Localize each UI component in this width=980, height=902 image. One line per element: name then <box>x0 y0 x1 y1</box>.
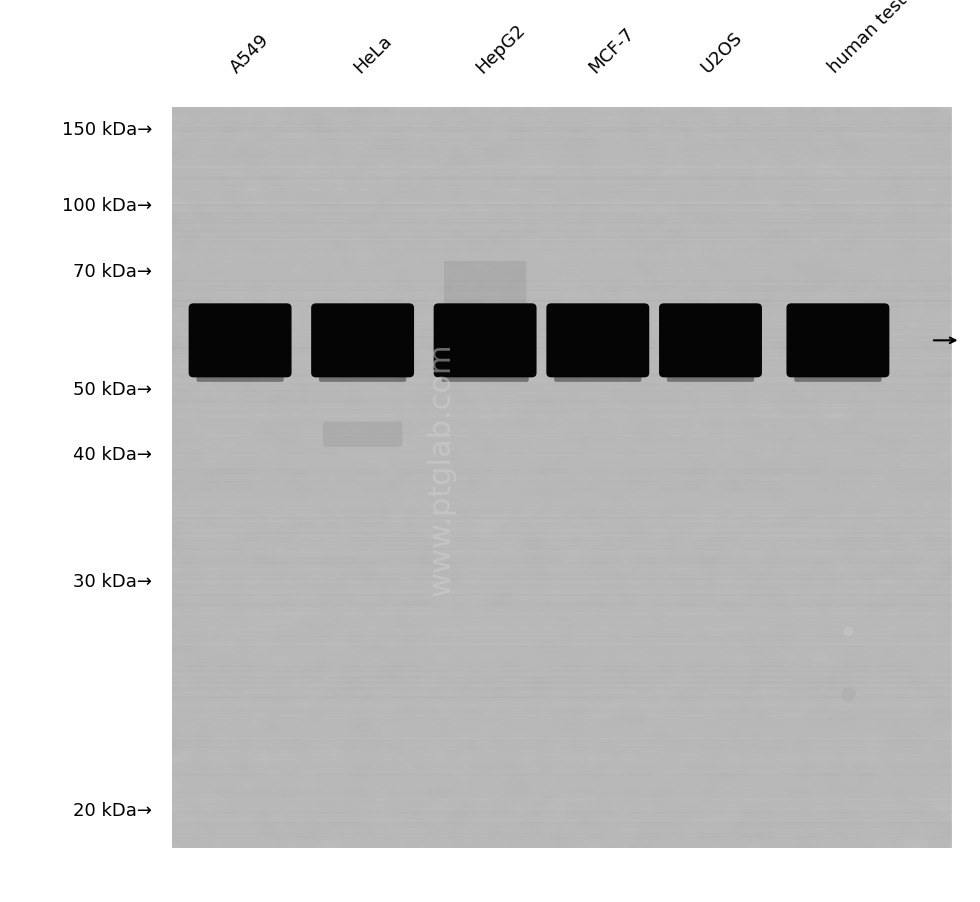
Text: MCF-7: MCF-7 <box>585 24 638 77</box>
Text: 50 kDa→: 50 kDa→ <box>73 381 152 399</box>
Text: U2OS: U2OS <box>698 29 746 77</box>
Text: www.ptglab.com: www.ptglab.com <box>426 343 456 595</box>
FancyBboxPatch shape <box>555 372 641 382</box>
FancyBboxPatch shape <box>786 304 889 378</box>
FancyBboxPatch shape <box>441 372 529 382</box>
Text: 150 kDa→: 150 kDa→ <box>62 121 152 139</box>
Text: 100 kDa→: 100 kDa→ <box>62 197 152 215</box>
FancyBboxPatch shape <box>196 372 284 382</box>
Text: HepG2: HepG2 <box>472 21 528 77</box>
FancyBboxPatch shape <box>312 304 414 378</box>
Text: 30 kDa→: 30 kDa→ <box>73 572 152 590</box>
FancyBboxPatch shape <box>794 372 882 382</box>
Text: 70 kDa→: 70 kDa→ <box>73 262 152 281</box>
FancyBboxPatch shape <box>659 304 762 378</box>
FancyBboxPatch shape <box>547 304 649 378</box>
FancyBboxPatch shape <box>444 262 526 310</box>
Text: A549: A549 <box>227 31 273 77</box>
Text: 20 kDa→: 20 kDa→ <box>73 801 152 819</box>
FancyBboxPatch shape <box>322 422 403 447</box>
Text: human testis: human testis <box>825 0 921 77</box>
FancyBboxPatch shape <box>666 372 755 382</box>
Text: 40 kDa→: 40 kDa→ <box>73 446 152 464</box>
Text: HeLa: HeLa <box>350 32 395 77</box>
FancyBboxPatch shape <box>319 372 407 382</box>
FancyBboxPatch shape <box>172 108 951 848</box>
FancyBboxPatch shape <box>433 304 537 378</box>
FancyBboxPatch shape <box>188 304 292 378</box>
